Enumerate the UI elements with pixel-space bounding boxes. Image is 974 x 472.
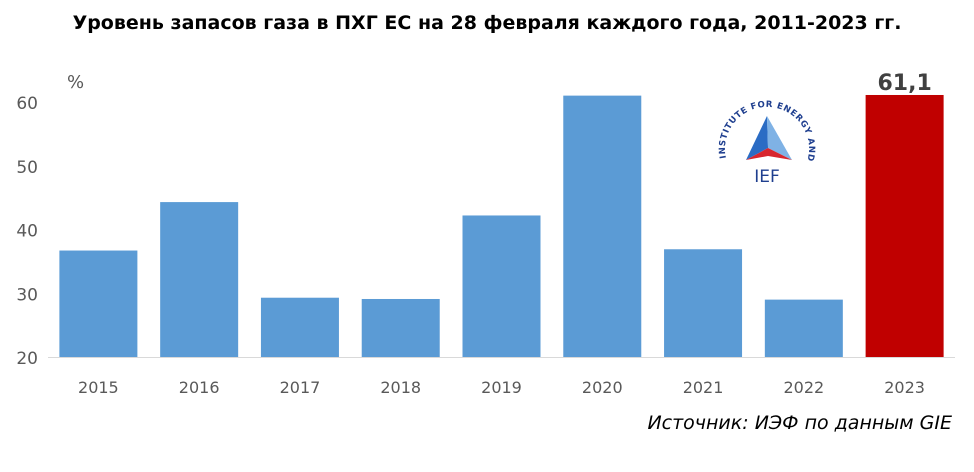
bar [563, 95, 642, 357]
bar [59, 250, 138, 357]
bar [865, 94, 944, 358]
data-label: 61,1 [877, 71, 931, 96]
y-tick-label: 60 [16, 94, 38, 114]
x-tick-label: 2023 [884, 378, 925, 397]
bar [160, 202, 239, 357]
bar [462, 215, 541, 357]
x-tick-label: 2016 [179, 378, 220, 397]
chart-title: Уровень запасов газа в ПХГ ЕС на 28 февр… [72, 12, 902, 34]
x-tick-label: 2021 [683, 378, 724, 397]
y-tick-label: 50 [16, 158, 38, 178]
x-tick-label: 2019 [481, 378, 522, 397]
ief-logo: INSTITUTE FOR ENERGY AND FINANCE IEF [712, 86, 815, 187]
bar [260, 297, 339, 357]
y-tick-label: 20 [16, 349, 38, 369]
bar [664, 249, 743, 357]
x-tick-label: 2022 [783, 378, 824, 397]
bar [764, 299, 843, 357]
logo-abbr: IEF [754, 167, 780, 187]
x-tick-label: 2018 [380, 378, 421, 397]
x-tick-label: 2020 [582, 378, 623, 397]
y-axis-unit: % [67, 72, 85, 93]
source-note: Источник: ИЭФ по данным GIE [647, 412, 952, 434]
bar [361, 298, 440, 357]
y-tick-label: 40 [16, 222, 38, 242]
y-tick-label: 30 [16, 285, 38, 305]
x-tick-label: 2017 [280, 378, 321, 397]
x-tick-label: 2015 [78, 378, 119, 397]
